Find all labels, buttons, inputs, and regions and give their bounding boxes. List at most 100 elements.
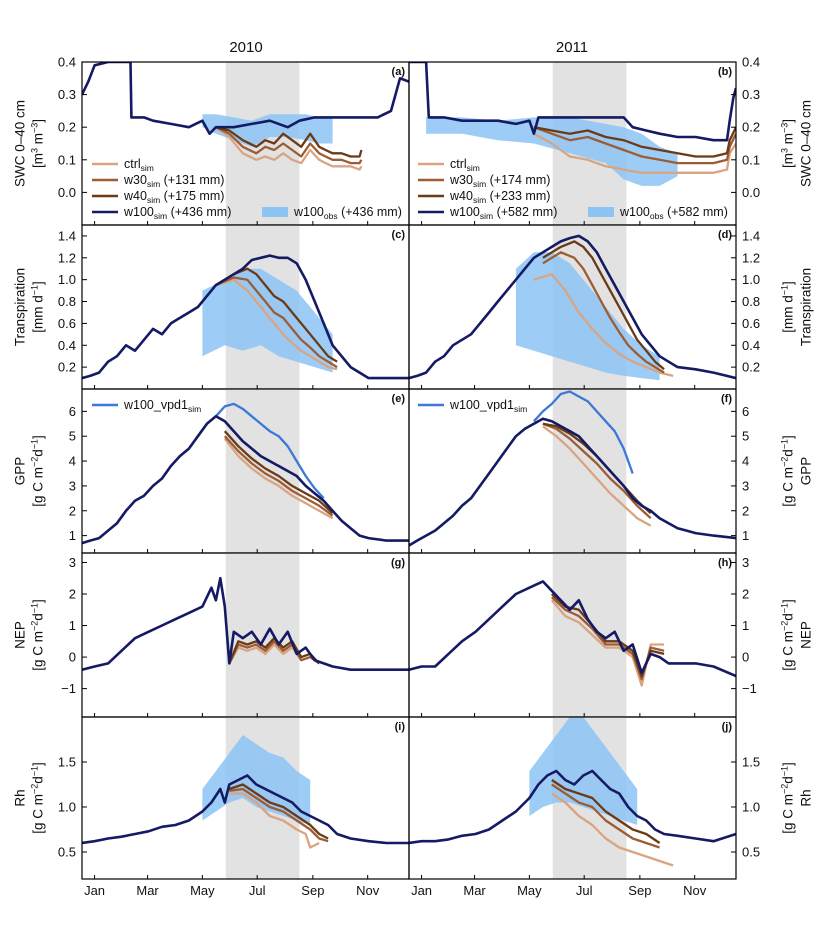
- panel-plot-area: [409, 553, 736, 717]
- y-tick-label: 2: [742, 503, 749, 518]
- panel-swc-2011: 0.0 0.1 0.2 0.3 0.4 (b): [408, 55, 760, 226]
- legend-label-extra: (+582 mm): [493, 205, 557, 219]
- y-axis-unit: [g C m−2d−1]: [780, 599, 796, 671]
- series-w30-line: [542, 422, 652, 520]
- y-tick-label: 0.2: [742, 360, 760, 375]
- y-tick-label: 1: [69, 618, 76, 633]
- series-ctrl-line: [542, 425, 652, 527]
- unit-text: ]: [781, 119, 796, 123]
- y-axis-label: GPP: [13, 457, 28, 486]
- panel-label: (c): [392, 229, 406, 241]
- panel-label: (e): [392, 393, 406, 405]
- y-tick-label: 0.2: [58, 360, 76, 375]
- unit-superscript: −1: [780, 285, 790, 295]
- series-ctrl-line: [215, 126, 363, 171]
- y-axis-label: GPP: [799, 457, 814, 486]
- y-axis-unit: [m3 m−3]: [780, 119, 796, 168]
- treatment-period-shade: [552, 553, 627, 717]
- legend-label-ctrl: ctrlsim: [450, 157, 480, 173]
- series-w40-line: [533, 126, 736, 158]
- y-tick-label: 0.4: [742, 55, 760, 70]
- legend-label-w40: w40sim (+175 mm): [123, 189, 224, 205]
- series-w30-line: [223, 435, 334, 517]
- legend-label-name: ctrl: [450, 157, 467, 171]
- y-tick-label: 3: [69, 555, 76, 570]
- series-w40-line: [215, 267, 338, 363]
- unit-text: ]: [31, 762, 46, 766]
- unit-text: [mm d: [781, 295, 796, 333]
- y-tick-label: 0.2: [742, 120, 760, 135]
- y-tick-label: 3: [69, 478, 76, 493]
- x-tick-label: Jul: [576, 883, 593, 898]
- y-axis-unit: [mm d−1]: [30, 281, 46, 333]
- y-tick-label: 0.6: [58, 316, 76, 331]
- unit-text: d: [31, 613, 46, 621]
- legend-label-vpd1: w100_vpd1sim: [123, 398, 201, 414]
- panel-transp-2011: 0.2 0.4 0.6 0.8 1.0 1.2 1.4 (d): [408, 224, 760, 390]
- legend-label-obs: w100obs (+436 mm): [293, 205, 402, 221]
- panel-label: (g): [391, 557, 405, 569]
- y-tick-label: 1.5: [742, 755, 760, 770]
- unit-text: [g C m: [31, 794, 46, 834]
- unit-text: ]: [781, 599, 796, 603]
- y-tick-label: 0.1: [742, 152, 760, 167]
- unit-text: [g C m: [31, 467, 46, 507]
- legend-label-name: w30: [449, 173, 473, 187]
- legend-label-subscript: sim: [473, 179, 486, 189]
- y-axis-unit: [g C m−2d−1]: [30, 599, 46, 671]
- panel-label: (j): [722, 721, 733, 733]
- legend-label-subscript: sim: [188, 404, 201, 414]
- x-tick-label: Mar: [136, 883, 159, 898]
- panel-plot-area: [82, 553, 409, 717]
- y-tick-label: 2: [69, 587, 76, 602]
- legend-label-subscript: sim: [514, 404, 527, 414]
- unit-text: d: [781, 449, 796, 457]
- y-axis-label: Transpiration: [799, 268, 814, 346]
- series-vpd1-line: [215, 402, 325, 500]
- series-w100-line: [409, 234, 736, 380]
- panel-plot-area: [409, 717, 736, 879]
- y-tick-label: 0.8: [742, 294, 760, 309]
- legend-label-name: ctrl: [124, 157, 141, 171]
- legend-label-name: w100: [619, 205, 650, 219]
- unit-superscript: −1: [30, 766, 40, 776]
- panel-rh-2010: 0.5 1.0 1.5 Jan Mar May Jul Sep Nov (i): [58, 716, 410, 898]
- y-tick-label: 0.8: [58, 294, 76, 309]
- series-w40-line: [542, 240, 665, 371]
- unit-superscript: −1: [30, 285, 40, 295]
- legend-label-extra: (+582 mm): [664, 205, 728, 219]
- series-vpd1-line: [533, 390, 634, 474]
- y-axis-label: NEP: [13, 621, 28, 649]
- panel-gpp-2011: 1 2 3 4 5 6 (f): [408, 388, 749, 554]
- series-w100-line: [409, 580, 736, 678]
- y-axis-label: Rh: [13, 789, 28, 806]
- series-w100-line: [409, 62, 736, 142]
- y-axis-unit: [g C m−2d−1]: [30, 435, 46, 507]
- series-w40-line: [551, 779, 661, 844]
- legend-label-extra: (+174 mm): [486, 173, 550, 187]
- series-ctrl-line: [215, 278, 338, 371]
- y-tick-label: 3: [742, 555, 749, 570]
- y-tick-label: 1.0: [742, 272, 760, 287]
- legend-label-name: w100: [293, 205, 324, 219]
- unit-text: m: [31, 133, 46, 148]
- legend-swatch-obs: [588, 207, 614, 217]
- legend-label-name: w40: [449, 189, 473, 203]
- legend-label-name: w30: [123, 173, 147, 187]
- x-tick-label: Jan: [411, 883, 432, 898]
- panel-label: (b): [718, 66, 732, 78]
- unit-text: d: [781, 776, 796, 784]
- y-tick-label: 0.3: [58, 87, 76, 102]
- series-w100-obs-band: [529, 717, 638, 825]
- series-w100-line: [409, 769, 736, 845]
- y-tick-label: 0.6: [742, 316, 760, 331]
- column-title-2011: 2011: [556, 39, 588, 56]
- panel-swc-2010: 0.0 0.1 0.2 0.3 0.4 (a): [58, 55, 410, 226]
- y-tick-label: 1: [69, 528, 76, 543]
- x-tick-label: Mar: [463, 883, 486, 898]
- panel-plot-area: [82, 717, 409, 879]
- legend-label-name: w100_vpd1: [449, 398, 514, 412]
- panel-nep-2011: −1 0 1 2 3 (h): [408, 552, 757, 718]
- series-w30-line: [551, 783, 660, 849]
